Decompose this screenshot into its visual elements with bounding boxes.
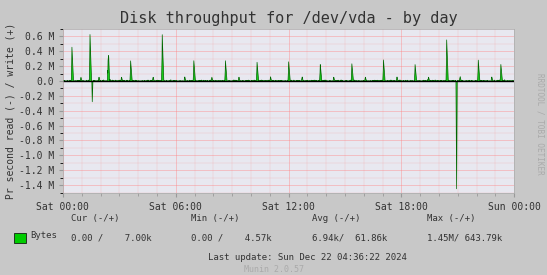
- Text: Last update: Sun Dec 22 04:36:22 2024: Last update: Sun Dec 22 04:36:22 2024: [208, 253, 407, 262]
- Y-axis label: Pr second read (-) / write (+): Pr second read (-) / write (+): [6, 23, 16, 199]
- Text: 6.94k/  61.86k: 6.94k/ 61.86k: [312, 234, 387, 243]
- Text: Cur (-/+): Cur (-/+): [71, 214, 119, 223]
- Text: RRDTOOL / TOBI OETIKER: RRDTOOL / TOBI OETIKER: [536, 73, 544, 175]
- Text: Avg (-/+): Avg (-/+): [312, 214, 360, 223]
- Text: 0.00 /    4.57k: 0.00 / 4.57k: [191, 234, 272, 243]
- Text: Bytes: Bytes: [30, 232, 57, 240]
- Text: 1.45M/ 643.79k: 1.45M/ 643.79k: [427, 234, 502, 243]
- Text: Min (-/+): Min (-/+): [191, 214, 240, 223]
- Text: Munin 2.0.57: Munin 2.0.57: [243, 265, 304, 274]
- Title: Disk throughput for /dev/vda - by day: Disk throughput for /dev/vda - by day: [120, 11, 457, 26]
- Text: Max (-/+): Max (-/+): [427, 214, 475, 223]
- Text: 0.00 /    7.00k: 0.00 / 7.00k: [71, 234, 152, 243]
